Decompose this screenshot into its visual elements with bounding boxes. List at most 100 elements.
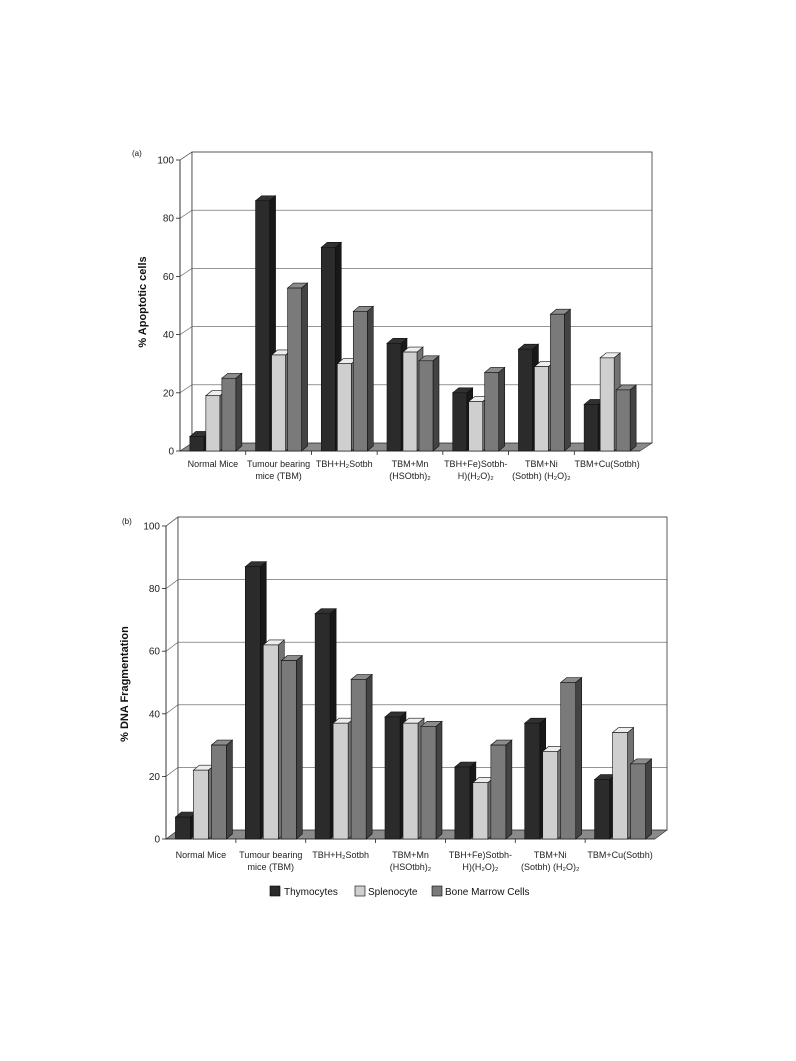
bar-front [271,354,286,452]
panel-label-a: (a) [132,149,142,158]
legend-label-bone-marrow: Bone Marrow Cells [445,887,529,898]
x-category-label: TBM+Ni [525,459,558,469]
x-category-label: TBM+Cu(Sotbh) [587,850,652,860]
bar-front [193,769,209,840]
bar-front [336,363,352,452]
y-tick-label: 60 [149,647,161,658]
x-category-label: (Sotbh) (H₂O)₂ [521,862,580,872]
y-tick-label: 0 [154,835,160,846]
bar-front [420,726,437,840]
x-category-label: (HSOtbh)₂ [390,862,432,872]
x-category-label: TBH+Fe)Sotbh- [449,850,512,860]
bar-front [189,436,205,452]
chart-apoptotic-cells: (a) % Apoptotic cells 0 20 40 60 80 100 Normal… [132,149,653,481]
y-tick-label: 60 [163,272,175,283]
bar-side [575,676,583,840]
bar-front [452,392,468,452]
y-tick-label: 100 [157,156,174,167]
legend-label-splenocyte: Splenocyte [368,887,418,898]
y-tick-label: 0 [168,447,174,458]
gridline-side [179,209,193,219]
chart-side-wall [165,516,179,840]
x-category-label: Normal Mice [188,459,239,469]
x-category-label: TBM+Cu(Sotbh) [575,459,640,469]
bar-side [226,739,233,840]
x-category-label: TBH+Fe)Sotbh- [444,459,507,469]
x-category-label: TBH+H₂Sotbh [312,850,369,860]
bar [221,372,243,452]
bar-side [432,355,440,452]
bar [286,282,309,452]
bar-front [211,744,227,840]
legend-label-thymocytes: Thymocytes [284,887,338,898]
bar [599,352,621,452]
bar-side [235,372,243,452]
bar-front [542,751,559,840]
bar [418,355,440,452]
bar-front [280,660,297,840]
bar-front [205,395,221,452]
bar-front [244,566,261,840]
bar-side [505,739,513,840]
bar-front [262,644,279,840]
bar-front [352,311,368,452]
bar [280,654,304,840]
legend-swatch-thymocytes [269,885,281,897]
y-tick-label: 40 [163,330,175,341]
gridline-side [165,704,179,715]
x-category-label: mice (TBM) [248,862,295,872]
bar-front [615,389,631,452]
x-category-label: Tumour bearing [247,459,310,469]
bar-front [454,766,471,840]
bar-front [314,613,331,840]
bar [549,308,572,452]
y-tick-label: 80 [163,214,175,225]
bar-front [402,351,418,452]
x-category-label: TBM+Mn [392,850,429,860]
bar-front [468,401,484,452]
bar-side [295,654,303,840]
bar-front [287,287,302,452]
bar-front [524,722,541,840]
gridline-side [179,151,193,161]
bar [210,739,234,840]
bar-front [583,404,599,452]
bar [420,720,443,840]
bar [490,739,513,840]
gridline-side [165,641,179,652]
legend-swatch-bone-marrow [431,885,443,897]
bar-front [550,313,565,452]
x-category-label: Normal Mice [176,850,227,860]
x-category-label: TBM+Mn [392,459,429,469]
bar [541,745,565,840]
bar-side [301,282,308,452]
y-tick-label: 40 [149,709,161,720]
legend: Thymocytes Splenocyte Bone Marrow Cells [269,885,529,898]
bar-side [645,758,652,840]
bar [629,758,653,840]
y-tick-label: 100 [143,522,160,533]
y-tick-label: 20 [149,772,161,783]
bar-side [564,308,571,452]
bar-front [612,732,628,840]
x-category-label: H)(H₂O)₂ [462,862,498,872]
bar-front [490,744,507,840]
bar [352,305,375,452]
bar-front [534,366,549,452]
bar-front [255,200,270,452]
gridline-side [179,384,193,394]
bar-front [599,357,615,452]
x-category-label: TBM+Ni [534,850,567,860]
gridline-side [179,268,193,277]
gridline-side [165,516,179,527]
x-category-label: H)(H₂O)₂ [458,471,494,481]
bar [559,676,583,840]
gridline-side [165,579,179,589]
bar-front [418,360,434,452]
bar-front [484,372,500,452]
y-axis-label-b: % DNA Fragmentation [119,626,131,742]
bar-front [594,779,610,840]
gridline-side [165,767,179,777]
y-axis-label-a: % Apoptotic cells [137,256,149,347]
